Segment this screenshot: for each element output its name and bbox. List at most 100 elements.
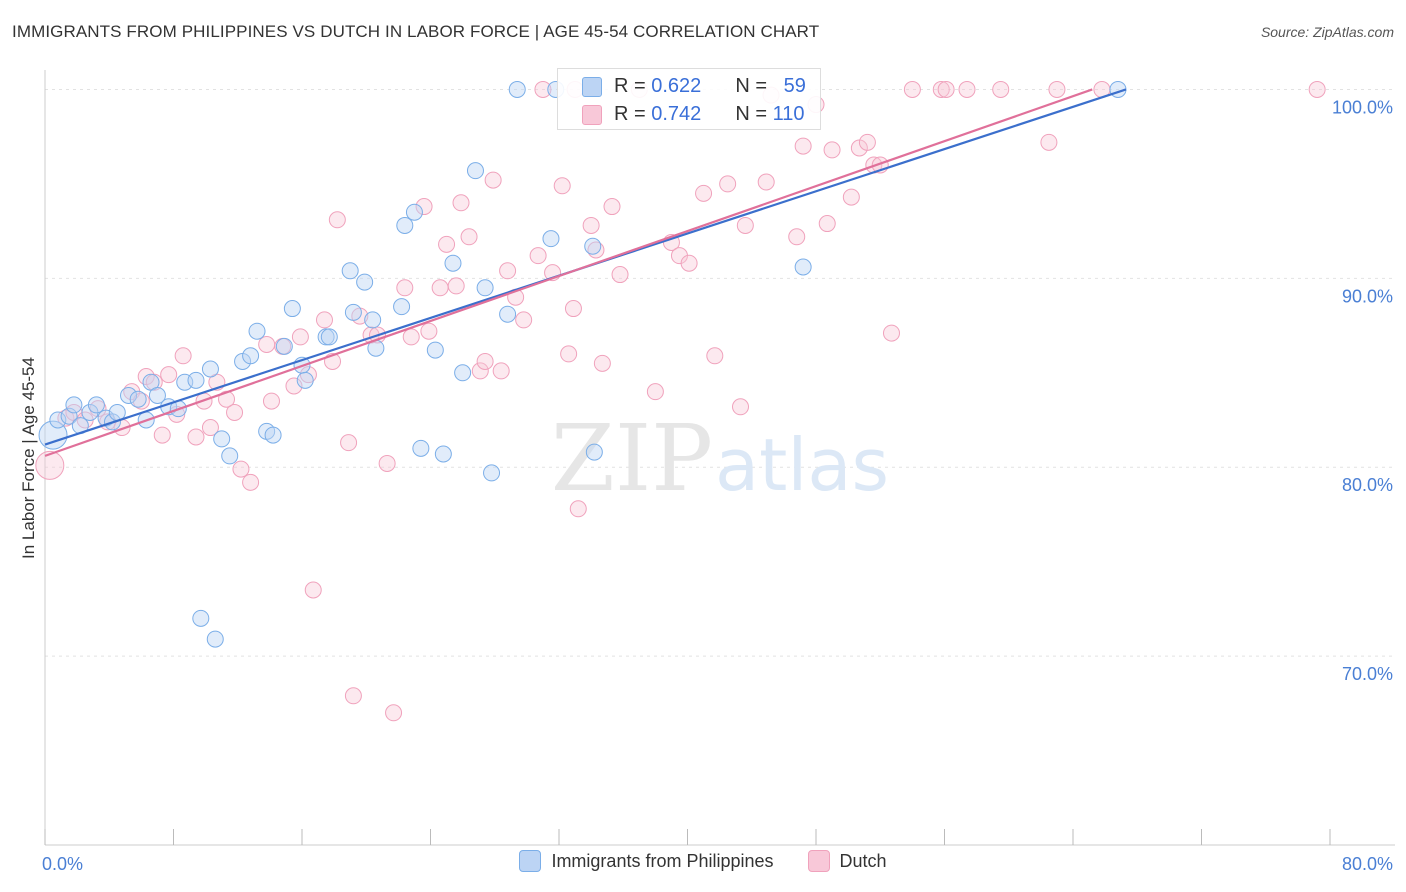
dutch-point (258, 335, 276, 353)
philippines-point (341, 262, 359, 280)
dutch-point (757, 173, 775, 191)
philippines-point (283, 300, 301, 318)
dutch-point (593, 354, 611, 372)
y-tick-label: 90.0% (1342, 286, 1393, 306)
dutch-point (560, 345, 578, 363)
dutch-point (242, 473, 260, 491)
x-tick-label: 0.0% (42, 854, 83, 874)
philippines-point (148, 386, 166, 404)
watermark: ZIP atlas (551, 405, 889, 512)
dutch-point (484, 171, 502, 189)
dutch-point (882, 324, 900, 342)
dutch-point (160, 366, 178, 384)
dutch-point (823, 141, 841, 159)
dutch-point (736, 216, 754, 234)
dutch-point (569, 500, 587, 518)
legend-swatch-philippines (519, 850, 542, 872)
dutch-point (420, 322, 438, 340)
philippines-point (483, 464, 501, 482)
dutch-point (328, 211, 346, 229)
philippines-point (248, 322, 266, 340)
stats-row-philippines: R = 0.622 N = 59 (582, 75, 806, 98)
philippines-point (584, 237, 602, 255)
philippines-point (476, 279, 494, 297)
dutch-point (582, 216, 600, 234)
dutch-point (564, 300, 582, 318)
dutch-point (285, 377, 303, 395)
philippines-point (60, 407, 78, 425)
dutch-point (492, 362, 510, 380)
dutch-point (932, 80, 950, 98)
dutch-point (262, 392, 280, 410)
watermark-zip: ZIP (551, 405, 713, 512)
stats-n-label: N = (735, 103, 767, 125)
dutch-point (476, 352, 494, 370)
philippines-point (129, 390, 147, 408)
dutch-point (1308, 80, 1326, 98)
stats-n-label: N = (735, 75, 767, 97)
stats-r-value: 0.742 (651, 103, 702, 125)
philippines-point (585, 443, 603, 461)
philippines-point (426, 341, 444, 359)
philippines-point (344, 303, 362, 321)
dutch-point (402, 328, 420, 346)
y-tick-label: 100.0% (1332, 97, 1393, 117)
watermark-atlas: atlas (715, 423, 889, 507)
legend-swatch-dutch (807, 850, 830, 872)
philippines-point (187, 371, 205, 389)
dutch-point (471, 362, 489, 380)
legend-label-philippines: Immigrants from Philippines (551, 850, 774, 871)
dutch-point (35, 450, 65, 480)
philippines-point (466, 162, 484, 180)
dutch-point (992, 80, 1010, 98)
dutch-point (378, 454, 396, 472)
philippines-point (364, 311, 382, 329)
dutch-point (603, 198, 621, 216)
dutch-point (695, 184, 713, 202)
philippines-point (542, 230, 560, 248)
philippines-point (213, 430, 231, 448)
stats-swatch-dutch (582, 104, 602, 125)
dutch-point (153, 426, 171, 444)
legend-item-philippines[interactable]: Immigrants from Philippines (519, 850, 774, 872)
stats-box: R = 0.622 N = 59 R = 0.742 N = 110 (557, 68, 821, 130)
dutch-point (396, 279, 414, 297)
dutch-points (35, 80, 1326, 722)
dutch-point (304, 581, 322, 599)
chart-title: IMMIGRANTS FROM PHILIPPINES VS DUTCH IN … (12, 22, 820, 41)
philippines-point (794, 258, 812, 276)
philippines-point (508, 80, 526, 98)
dutch-point (534, 80, 552, 98)
dutch-point (680, 254, 698, 272)
philippines-point (412, 439, 430, 457)
dutch-point (226, 403, 244, 421)
philippines-point (454, 364, 472, 382)
philippines-point (49, 411, 67, 429)
stats-row-dutch: R = 0.742 N = 110 (582, 103, 804, 126)
dutch-point (415, 198, 433, 216)
dutch-point (499, 262, 517, 280)
stats-n-value: 110 (772, 103, 805, 125)
legend-item-dutch[interactable]: Dutch (807, 850, 887, 872)
philippines-point (320, 328, 338, 346)
dutch-point (553, 177, 571, 195)
philippines-point (192, 609, 210, 627)
philippines-point (396, 216, 414, 234)
legend: Immigrants from Philippines Dutch (0, 850, 1406, 872)
dutch-point (818, 215, 836, 233)
philippines-point (201, 360, 219, 378)
philippines-point (87, 396, 105, 414)
dutch-point (299, 366, 317, 384)
dutch-point (1040, 133, 1058, 151)
philippines-point (434, 445, 452, 463)
grid (45, 88, 1395, 657)
dutch-point (858, 133, 876, 151)
dutch-point (340, 434, 358, 452)
trend-lines (44, 88, 1127, 457)
philippines-point (264, 426, 282, 444)
dutch-point (291, 328, 309, 346)
dutch-point (431, 279, 449, 297)
dutch-trend-line (44, 88, 1093, 457)
philippines-point (356, 273, 374, 291)
